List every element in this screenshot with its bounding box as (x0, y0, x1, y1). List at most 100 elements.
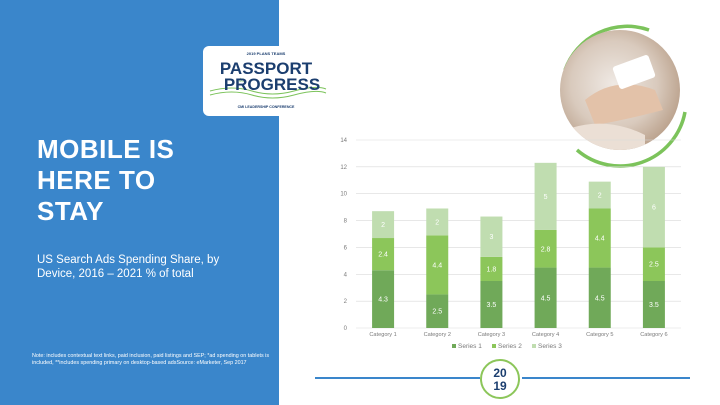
x-tick-label: Category 2 (424, 332, 451, 338)
x-tick-label: Category 5 (586, 332, 613, 338)
year-badge: 20 19 (480, 359, 520, 399)
data-label: 2.5 (432, 309, 442, 316)
data-label: 3.5 (649, 302, 659, 309)
stamp-perforation (279, 25, 284, 35)
photo-ring-arc (575, 111, 687, 168)
y-tick-label: 4 (344, 272, 348, 278)
bar-segment (426, 235, 449, 295)
footer-line-left (315, 377, 480, 379)
bar-segment (534, 229, 557, 268)
data-label: 6 (652, 205, 656, 212)
data-label: 1.8 (487, 266, 497, 273)
legend-label: Series 3 (538, 343, 562, 350)
bar-segment (588, 181, 611, 209)
badge-line2: 19 (493, 379, 507, 393)
headline-line: STAY (37, 196, 105, 226)
logo-line3: PROGRESS (224, 75, 320, 94)
bar-segment (642, 166, 665, 248)
data-label: 3 (489, 234, 493, 241)
stamp-perforation (279, 193, 284, 203)
stamp-perforation (279, 13, 284, 23)
y-tick-label: 2 (344, 299, 348, 305)
stamp-perforation (279, 289, 284, 299)
headline-line: MOBILE IS (37, 134, 175, 164)
logo-background (203, 46, 329, 116)
stamp-perforation (279, 241, 284, 251)
stamp-perforation (279, 217, 284, 227)
data-label: 2 (381, 222, 385, 229)
data-label: 4.3 (378, 297, 388, 304)
stamp-perforation (279, 121, 284, 131)
legend-swatch (452, 344, 456, 348)
photo-hands-with-phone (560, 24, 687, 168)
bar-segment (588, 267, 611, 328)
data-label: 4.4 (595, 236, 605, 243)
stamp-perforation (279, 325, 284, 335)
legend-label: Series 1 (458, 343, 482, 350)
stamp-perforation (279, 337, 284, 347)
stamp-perforation (279, 385, 284, 395)
bar-segment (480, 281, 503, 328)
x-tick-label: Category 3 (478, 332, 505, 338)
bar-segment (372, 238, 395, 271)
data-label: 2.8 (541, 246, 551, 253)
data-label: 4.5 (541, 295, 551, 302)
logo-line2: to (239, 76, 245, 84)
bar-segment (426, 294, 449, 328)
stamp-perforation (279, 301, 284, 311)
footer-line-right (522, 377, 690, 379)
photo-phone (612, 55, 656, 89)
headline-line: HERE TO (37, 165, 156, 195)
bar-segment (534, 267, 557, 328)
photo-hand (585, 84, 663, 125)
y-tick-label: 8 (344, 219, 348, 225)
bar-segment (642, 281, 665, 328)
stamp-perforation (279, 145, 284, 155)
bar-segment (372, 211, 395, 239)
legend-swatch (492, 344, 496, 348)
stamp-perforation (279, 349, 284, 359)
legend-swatch (532, 344, 536, 348)
bar-segment (642, 247, 665, 281)
data-label: 2.5 (649, 262, 659, 269)
logo-wave (209, 86, 327, 95)
stamp-perforation (279, 169, 284, 179)
stamp-perforation (279, 229, 284, 239)
stamp-perforation (279, 253, 284, 263)
stamp-perforation (279, 373, 284, 383)
stamp-perforation (279, 205, 284, 215)
y-tick-label: 0 (344, 326, 348, 332)
data-label: 4.4 (432, 262, 442, 269)
x-tick-label: Category 4 (532, 332, 559, 338)
bar-segment (534, 162, 557, 230)
data-label: 5 (544, 194, 548, 201)
data-label: 2 (435, 219, 439, 226)
bar-segment (480, 256, 503, 281)
photo-sleeve (565, 123, 645, 150)
stamp-perforation (279, 277, 284, 287)
data-label: 2 (598, 193, 602, 200)
footnote: Note: includes contextual text links, pa… (32, 353, 270, 366)
y-tick-label: 10 (340, 192, 347, 198)
bar-segment (372, 270, 395, 328)
stamp-perforation (279, 37, 284, 47)
data-label: 4.5 (595, 295, 605, 302)
stamp-perforation (279, 313, 284, 323)
y-tick-label: 12 (340, 165, 347, 171)
x-tick-label: Category 6 (640, 332, 667, 338)
y-tick-label: 14 (340, 138, 347, 144)
x-tick-label: Category 1 (369, 332, 396, 338)
logo: 2019 PLANS TEAMS PASSPORT to PROGRESS CM… (203, 46, 329, 116)
stacked-bar-chart: 0 2 4 6 8 10 12 14 4.3 2.4 2 Category 1 2.5 4.4 2 Categ… (340, 138, 681, 350)
stamp-perforation (279, 265, 284, 275)
bar-segment (588, 208, 611, 268)
bar-segment (426, 208, 449, 236)
y-tick-label: 6 (344, 245, 348, 251)
stamp-perforation (279, 397, 284, 405)
logo-top-text: 2019 PLANS TEAMS (247, 51, 286, 56)
chart-subtitle: US Search Ads Spending Share, by Device,… (37, 254, 220, 280)
legend-label: Series 2 (498, 343, 522, 350)
stamp-perforation (279, 133, 284, 143)
badge-line1: 20 (493, 366, 507, 380)
stamp-perforation (279, 361, 284, 371)
